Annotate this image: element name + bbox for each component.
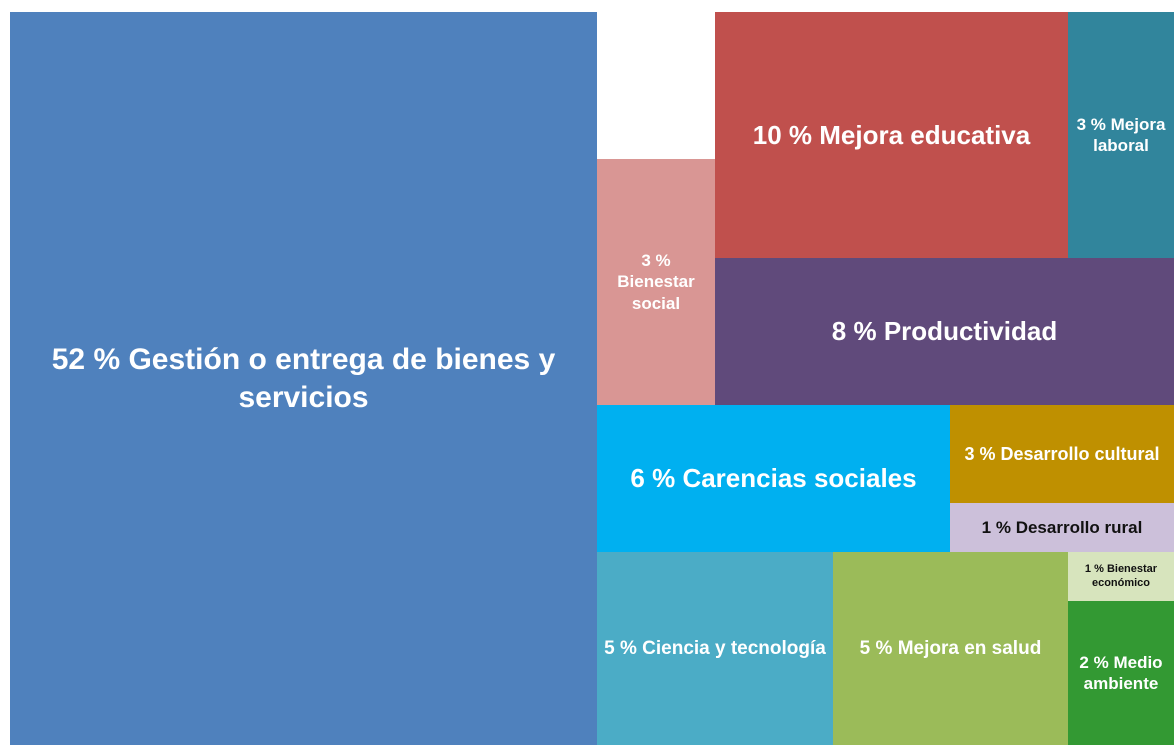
category-label: Bienestar económico: [1091, 562, 1158, 589]
treemap-cell: 1 % Bienestar económico: [1068, 552, 1174, 601]
cell-label: 2 % Medio ambiente: [1068, 652, 1174, 695]
category-label: Productividad: [883, 316, 1058, 347]
cell-label: 3 % Mejora laboral: [1068, 114, 1174, 157]
category-label: Medio ambiente: [1083, 652, 1163, 693]
category-label: Mejora laboral: [1093, 114, 1166, 155]
treemap-cell: 3 % Mejora laboral: [1068, 12, 1174, 258]
treemap-cell: 8 % Productividad: [715, 258, 1174, 405]
value-label: 1 %: [1084, 562, 1104, 575]
value-label: 8 %: [831, 316, 877, 347]
value-label: 5 %: [859, 637, 893, 659]
cell-label: 10 % Mejora educativa: [749, 119, 1034, 152]
category-label: Bienestar social: [617, 272, 695, 313]
treemap-cell: 2 % Medio ambiente: [1068, 601, 1174, 745]
treemap-cell: 6 % Carencias sociales: [597, 405, 950, 552]
category-label: Carencias sociales: [682, 463, 917, 494]
cell-label: 6 % Carencias sociales: [626, 462, 920, 495]
cell-label: 1 % Bienestar económico: [1068, 563, 1174, 591]
value-label: 3 %: [964, 443, 996, 464]
cell-label: 3 % Desarrollo cultural: [960, 443, 1163, 466]
value-label: 52 %: [51, 343, 121, 376]
treemap-cell: 1 % Desarrollo rural: [950, 503, 1174, 552]
category-label: Gestión o entrega de bienes y servicios: [128, 343, 556, 414]
treemap-cell: 3 % Desarrollo cultural: [950, 405, 1174, 503]
cell-label: 3 % Bienestar social: [597, 250, 715, 314]
value-label: 5 %: [604, 637, 637, 659]
treemap-cell: 5 % Ciencia y tecnología: [597, 552, 833, 745]
cell-label: 1 % Desarrollo rural: [978, 517, 1147, 538]
category-label: Desarrollo rural: [1015, 517, 1143, 537]
value-label: 2 %: [1079, 652, 1109, 672]
cell-label: 8 % Productividad: [828, 315, 1061, 348]
value-label: 3 %: [1076, 114, 1106, 134]
value-label: 3 %: [641, 251, 671, 271]
cell-label: 5 % Mejora en salud: [856, 637, 1046, 661]
category-label: Mejora en salud: [897, 637, 1042, 659]
cell-label: 5 % Ciencia y tecnología: [600, 637, 830, 661]
treemap-cell: 10 % Mejora educativa: [715, 12, 1068, 258]
treemap-cell: 52 % Gestión o entrega de bienes y servi…: [10, 12, 597, 745]
value-label: 10 %: [752, 119, 813, 150]
category-label: Mejora educativa: [819, 119, 1031, 150]
value-label: 6 %: [630, 463, 676, 494]
category-label: Desarrollo cultural: [1000, 443, 1160, 464]
treemap-cell: 3 % Bienestar social: [597, 159, 715, 405]
cell-label: 52 % Gestión o entrega de bienes y servi…: [26, 341, 581, 416]
category-label: Ciencia y tecnología: [642, 637, 826, 659]
value-label: 1 %: [981, 517, 1011, 537]
treemap-cell: 5 % Mejora en salud: [833, 552, 1068, 745]
